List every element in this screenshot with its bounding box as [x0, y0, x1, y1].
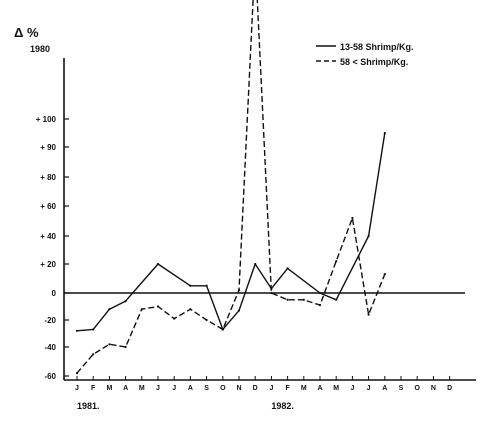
data-point	[302, 298, 305, 301]
y-tick-label: + 80	[40, 173, 56, 182]
x-tick-label: M	[106, 385, 112, 392]
x-tick-label: S	[204, 385, 209, 392]
data-point	[189, 284, 192, 287]
x-tick-label: J	[172, 385, 176, 392]
y-tick-label: -20	[44, 316, 56, 325]
data-point	[108, 343, 111, 346]
x-tick-label: F	[91, 385, 96, 392]
data-point	[205, 284, 208, 287]
y-tick-label: 0	[52, 289, 57, 298]
y-tick-label: + 100	[36, 115, 57, 124]
x-tick-label: N	[431, 385, 436, 392]
data-point	[335, 298, 338, 301]
y-tick-label: + 60	[40, 202, 56, 211]
legend-label-2: 58 < Shrimp/Kg.	[340, 57, 408, 67]
data-point	[318, 304, 322, 307]
data-point	[205, 318, 208, 322]
data-point	[335, 260, 338, 263]
data-point	[286, 298, 289, 301]
data-point	[124, 300, 127, 303]
data-point	[221, 328, 224, 331]
y-tick-label: + 90	[40, 143, 56, 152]
data-point	[108, 308, 111, 311]
y-axis-top-label: 1980	[30, 44, 50, 54]
data-point	[156, 262, 160, 266]
data-point	[237, 309, 241, 312]
data-point	[383, 273, 386, 276]
y-tick-label: + 40	[40, 232, 56, 241]
data-point	[270, 291, 273, 295]
data-point	[237, 289, 241, 292]
x-tick-label: J	[367, 385, 371, 392]
data-point	[367, 234, 370, 238]
data-point	[75, 329, 79, 332]
x-tick-label: A	[188, 385, 193, 392]
y-axis-label: Δ %	[14, 25, 39, 40]
data-point	[351, 216, 354, 220]
legend-label-1: 13-58 Shrimp/Kg.	[340, 42, 414, 52]
x-tick-label: J	[75, 385, 79, 392]
y-tick-label: -40	[44, 343, 56, 352]
x-tick-label: O	[220, 385, 226, 392]
x-tick-label: S	[399, 385, 404, 392]
data-point	[189, 308, 192, 311]
data-point	[140, 308, 143, 311]
y-tick-label: + 20	[40, 260, 56, 269]
year-label: 1982.	[271, 401, 294, 411]
data-point	[367, 313, 370, 316]
x-tick-label: J	[350, 385, 354, 392]
data-point	[254, 262, 257, 266]
x-tick-label: M	[139, 385, 145, 392]
x-tick-label: A	[382, 385, 387, 392]
data-point	[318, 291, 322, 295]
x-tick-label: J	[269, 385, 273, 392]
x-tick-label: A	[123, 385, 128, 392]
x-tick-label: D	[447, 385, 452, 392]
series-line-solid	[76, 132, 386, 332]
x-tick-label: M	[301, 385, 307, 392]
x-tick-label: F	[285, 385, 290, 392]
data-point	[75, 372, 79, 375]
x-tick-label: N	[236, 385, 241, 392]
year-labels: 1981. 1982.	[77, 401, 294, 411]
x-tick-label: D	[253, 385, 258, 392]
data-point	[383, 131, 386, 135]
data-point	[286, 267, 289, 270]
data-point	[92, 328, 95, 331]
data-point	[124, 345, 127, 349]
legend: 13-58 Shrimp/Kg. 58 < Shrimp/Kg.	[316, 42, 414, 67]
x-tick-label: A	[317, 385, 322, 392]
series-group	[75, 0, 386, 375]
y-tick-label: -60	[44, 372, 56, 381]
series-line-dashed	[76, 0, 386, 374]
x-tick-label: M	[333, 385, 339, 392]
y-ticks: + 100 + 90 + 80 + 60 + 40 + 20 0 -20 -40 -60	[36, 115, 69, 381]
data-point	[156, 305, 160, 308]
data-point	[173, 317, 176, 320]
x-tick-label: J	[156, 385, 160, 392]
data-point	[92, 353, 95, 356]
x-tick-label: O	[414, 385, 420, 392]
year-label: 1981.	[77, 401, 100, 411]
